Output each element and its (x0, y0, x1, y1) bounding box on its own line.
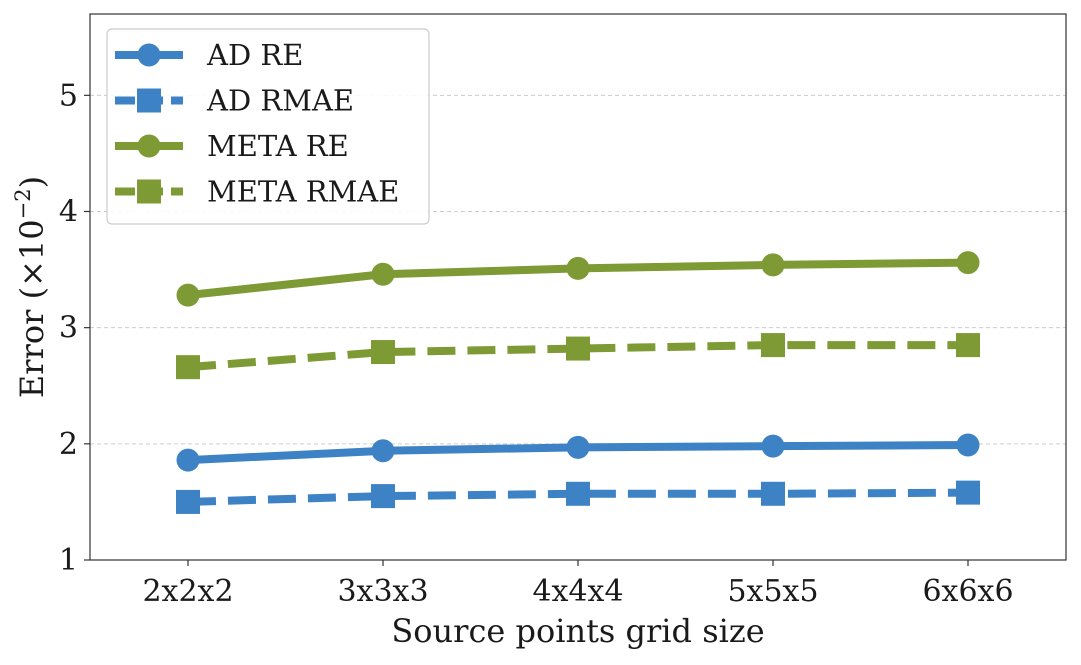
legend-frame (106, 28, 430, 225)
x-tick-label: 5x5x5 (727, 574, 818, 609)
x-axis-ticks: 2x2x2 3x3x3 4x4x4 5x5x5 6x6x6 (142, 560, 1014, 609)
legend-entry: AD RMAE (115, 84, 354, 118)
data-point (176, 283, 200, 307)
y-tick-label: 5 (59, 78, 78, 113)
legend-label: AD RMAE (206, 84, 354, 118)
data-point (371, 439, 395, 463)
legend-label: META RE (207, 129, 349, 163)
data-point (566, 481, 590, 506)
y-axis-label-close: ) (13, 176, 51, 188)
series-meta-re (176, 251, 980, 307)
x-tick-label: 6x6x6 (922, 574, 1013, 609)
data-point (956, 251, 980, 275)
y-axis-label: Error (×10−2) (11, 176, 51, 398)
data-point (956, 480, 980, 505)
data-point (371, 340, 395, 365)
legend-marker (137, 43, 161, 67)
legend-marker (137, 88, 161, 113)
series-layer (176, 251, 980, 514)
data-point (566, 336, 590, 361)
y-axis-label-exponent: −2 (11, 188, 35, 219)
legend-label: AD RE (206, 38, 303, 72)
data-point (566, 256, 590, 280)
series-line (187, 488, 969, 506)
data-point (761, 253, 785, 277)
data-point (371, 484, 395, 509)
y-tick-label: 1 (59, 543, 78, 578)
y-axis-label-main: Error (×10 (13, 219, 51, 398)
y-axis-ticks: 1 2 3 4 5 (59, 78, 90, 578)
series-ad-rmae (176, 480, 980, 514)
legend-entry: META RE (115, 129, 349, 163)
series-ad-re (176, 433, 980, 472)
data-point (176, 355, 200, 380)
series-meta-rmae (176, 333, 980, 380)
legend-entry: AD RE (115, 38, 303, 72)
series-line (187, 341, 968, 372)
legend-marker (137, 134, 161, 158)
x-tick-label: 3x3x3 (337, 574, 428, 609)
data-point (176, 448, 200, 472)
data-point (371, 262, 395, 286)
legend-label: META RMAE (207, 175, 399, 209)
x-axis-label: Source points grid size (391, 612, 764, 650)
data-point (761, 333, 785, 358)
data-point (176, 489, 200, 514)
x-tick-label: 4x4x4 (532, 574, 623, 609)
legend-marker (137, 179, 161, 204)
data-point (566, 435, 590, 459)
y-tick-label: 4 (59, 194, 78, 229)
data-point (761, 434, 785, 458)
legend: AD RE AD RMAE META RE META RMAE (106, 28, 430, 225)
x-tick-label: 2x2x2 (142, 574, 233, 609)
data-point (956, 433, 980, 457)
y-tick-label: 3 (59, 311, 78, 346)
data-point (956, 333, 980, 358)
legend-entry: META RMAE (115, 175, 399, 209)
y-tick-label: 2 (59, 427, 78, 462)
data-point (761, 481, 785, 506)
